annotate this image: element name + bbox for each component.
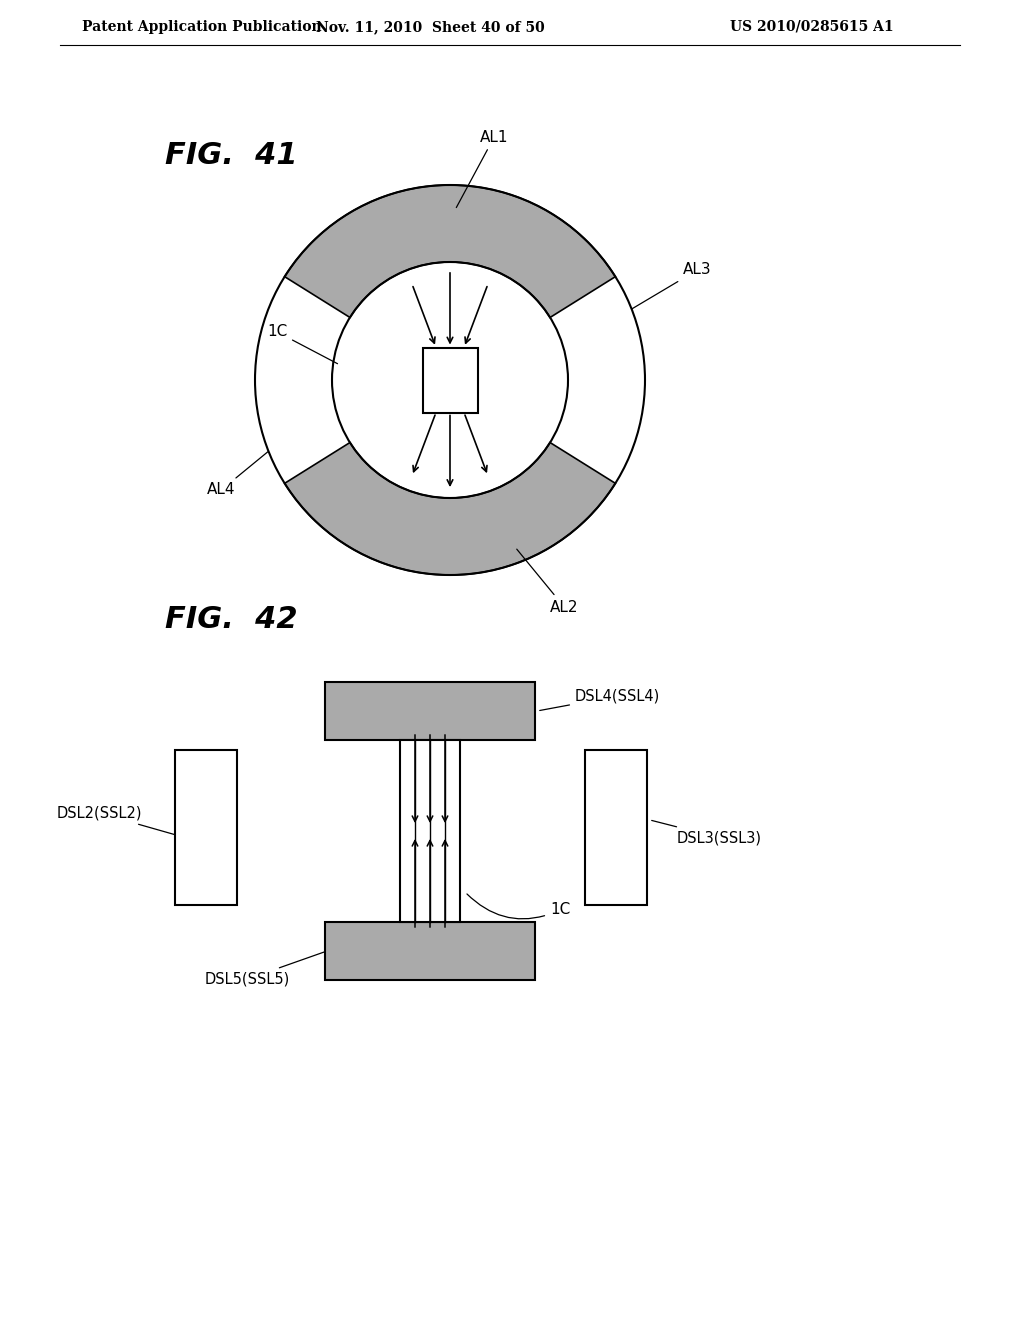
Bar [423,347,477,412]
Text: Nov. 11, 2010  Sheet 40 of 50: Nov. 11, 2010 Sheet 40 of 50 [315,20,545,34]
Bar [400,741,460,921]
Text: DSL2(SSL2): DSL2(SSL2) [57,805,174,834]
Bar [325,682,535,741]
Text: AL3: AL3 [633,263,712,309]
Wedge shape [285,185,615,318]
Wedge shape [285,442,615,576]
Bar [585,750,647,906]
Text: 1C: 1C [467,894,570,919]
Text: FIG.  41: FIG. 41 [165,140,298,169]
Bar [175,750,237,906]
Text: DSL4(SSL4): DSL4(SSL4) [540,689,660,710]
Text: AL2: AL2 [517,549,579,615]
Text: DSL3(SSL3): DSL3(SSL3) [651,821,762,845]
Text: AL4: AL4 [207,451,268,498]
Bar [325,921,535,979]
Text: FIG.  42: FIG. 42 [165,606,298,635]
Text: Patent Application Publication: Patent Application Publication [82,20,322,34]
Text: US 2010/0285615 A1: US 2010/0285615 A1 [730,20,894,34]
Text: AL1: AL1 [457,129,509,207]
Text: 1C: 1C [267,325,338,364]
Text: DSL5(SSL5): DSL5(SSL5) [205,952,325,986]
